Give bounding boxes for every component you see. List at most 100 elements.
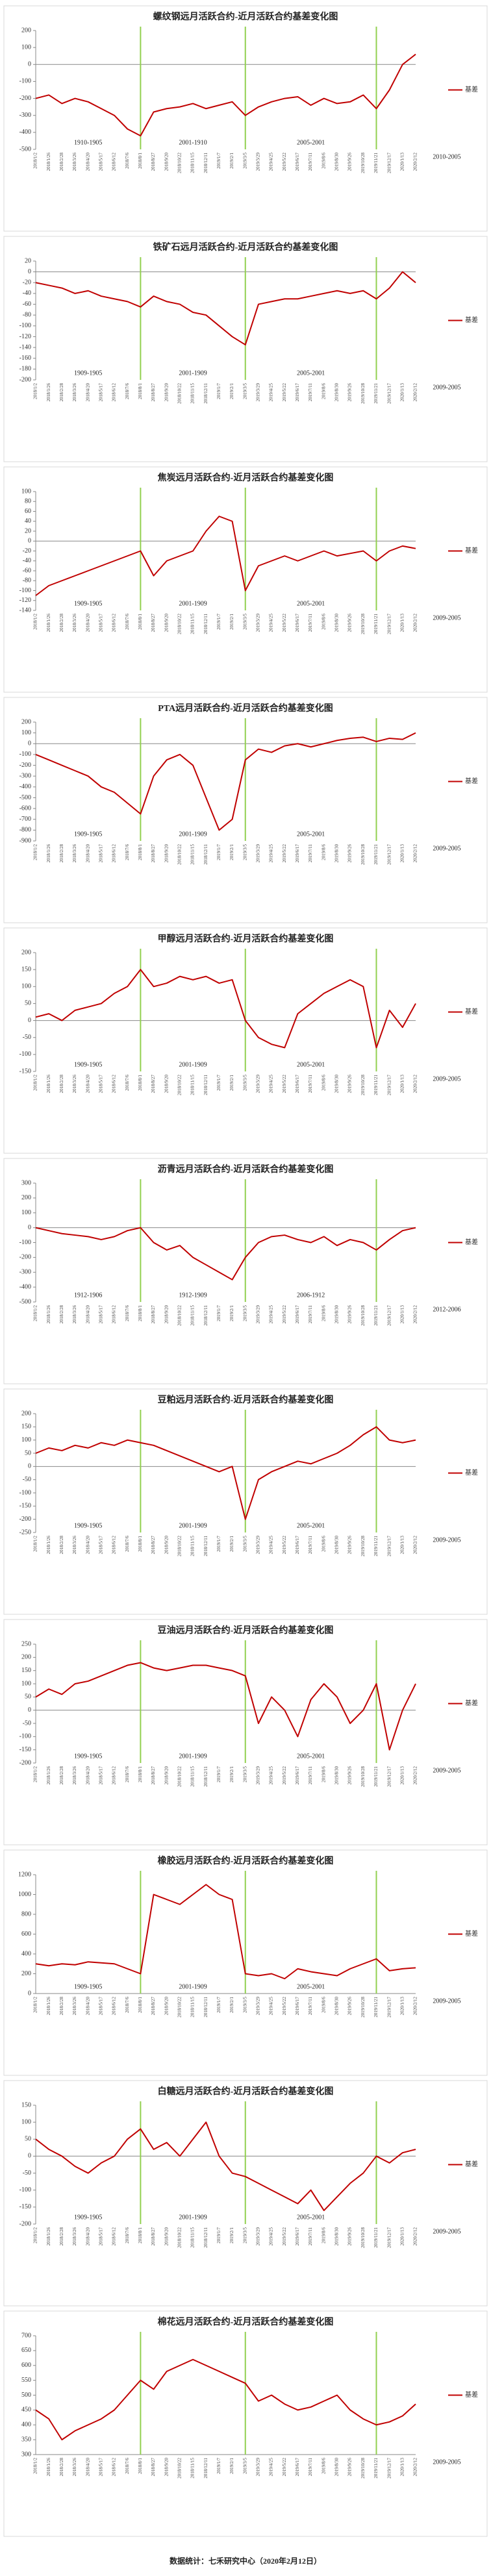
x-tick-label: 2019/8/6 [321,2227,326,2244]
x-tick-label: 2019/9/26 [347,2458,353,2477]
x-tick-label: 2018/7/6 [125,1075,130,1091]
y-tick-label: 400 [21,2421,31,2429]
x-tick-label: 2019/8/30 [334,614,340,632]
x-tick-label: 2018/9/20 [164,2458,169,2477]
x-tick-label: 2019/11/21 [373,1305,379,1326]
x-tick-label: 2019/8/30 [334,383,340,402]
x-tick-label: 2020/1/13 [399,383,405,402]
period-label: 2001-1909 [179,1753,207,1760]
period-label: 2001-1910 [179,139,207,146]
x-tick-label: 2018/9/20 [164,153,169,171]
x-tick-label: 2019/12/17 [386,153,392,173]
x-tick-label: 2020/1/13 [399,1997,405,2016]
y-tick-label: 200 [21,949,31,956]
x-tick-label: 2019/11/21 [373,1075,379,1095]
y-tick-label: -150 [19,1068,31,1075]
y-tick-label: 1200 [18,1871,31,1878]
period-label: 2001-1909 [179,2214,207,2221]
x-tick-label: 2018/8/27 [151,153,156,171]
x-tick-label: 2018/7/6 [125,1766,130,1782]
period-label: 1909-1905 [74,369,102,377]
period-label: 2005-2001 [297,2214,325,2221]
period-label: 1909-1905 [74,1522,102,1529]
x-tick-label: 2018/10/22 [177,1075,183,1095]
x-tick-label: 2018/8/1 [138,844,143,860]
x-tick-label: 2019/8/6 [321,844,326,860]
period-label: 2001-1909 [179,369,207,377]
y-tick-label: 350 [21,2436,31,2443]
x-tick-label: 2018/9/20 [164,614,169,632]
x-tick-label: 2018/4/20 [85,2227,90,2246]
y-tick-label: 500 [21,2392,31,2399]
x-tick-label: 2019/3/5 [242,2458,247,2474]
x-tick-label: 2019/1/7 [216,1766,221,1782]
x-tick-label: 2019/6/17 [295,1305,300,1324]
x-tick-label: 2018/5/17 [98,844,103,863]
period-label: 1912-1906 [74,1292,102,1299]
x-tick-label: 2018/11/15 [190,1997,195,2018]
x-tick-label: 2018/12/11 [203,383,208,404]
x-tick-label: 2019/9/26 [347,1075,353,1094]
data-line [35,53,416,137]
x-tick-label: 2019/11/21 [373,614,379,634]
y-tick-label: 650 [21,2347,31,2354]
x-tick-label: 2018/7/6 [125,614,130,630]
x-tick-label: 2018/4/20 [85,153,90,171]
x-tick-label: 2020/2/12 [413,1997,418,2016]
y-tick-label: -500 [19,794,31,801]
x-tick-label: 2019/9/26 [347,1997,353,2016]
x-tick-label: 2018/4/20 [85,1305,90,1324]
x-tick-label: 2019/7/11 [308,383,313,402]
data-line [35,271,416,345]
legend-label: 基差 [465,546,478,555]
legend-label: 基差 [465,1238,478,1246]
x-tick-label: 2019/9/26 [347,383,353,402]
y-tick-label: -300 [19,1269,31,1276]
x-tick-label: 2020/1/13 [399,2227,405,2246]
x-tick-label: 2018/5/17 [98,1305,103,1324]
x-tick-label: 2019/2/1 [229,383,234,399]
x-tick-label: 2019/10/28 [360,844,366,865]
x-tick-label: 2018/7/6 [125,1997,130,2013]
x-tick-label: 2019/2/1 [229,1766,234,1782]
x-tick-label: 2019/10/28 [360,1997,366,2018]
x-tick-label: 2018/12/11 [203,2227,208,2248]
x-tick-label: 2019/5/22 [282,153,287,171]
x-tick-label: 2019/6/17 [295,844,300,863]
x-tick-label: 2018/5/17 [98,153,103,171]
x-tick-label: 2019/1/7 [216,2227,221,2244]
x-tick-label: 2019/3/29 [256,844,261,863]
x-tick-label: 2019/2/1 [229,1997,234,2013]
x-tick-label: 2019/2/1 [229,153,234,169]
y-tick-label: 250 [21,1640,31,1647]
x-tick-label: 2019/3/5 [242,1766,247,1782]
x-tick-label: 2019/8/6 [321,1075,326,1091]
y-tick-label: 60 [25,508,31,515]
x-tick-label: 2019/10/28 [360,614,366,634]
legend-label: 基差 [465,1929,478,1938]
period-label: 2006-1912 [297,1292,325,1299]
y-tick-label: -100 [19,1051,31,1058]
legend-label: 基差 [465,1699,478,1707]
x-tick-label: 2019/3/5 [242,1305,247,1321]
x-tick-label: 2018/10/22 [177,2458,183,2479]
y-tick-label: -100 [19,2186,31,2194]
x-tick-label: 2020/1/13 [399,153,405,171]
x-tick-label: 2018/10/22 [177,1766,183,1787]
x-tick-label: 2018/4/20 [85,1997,90,2016]
x-tick-label: 2019/7/11 [308,1766,313,1785]
x-tick-label: 2018/8/1 [138,383,143,399]
x-tick-label: 2019/7/11 [308,2458,313,2477]
x-tick-label: 2018/12/11 [203,1536,208,1557]
x-tick-label: 2018/5/17 [98,383,103,402]
x-tick-label: 2019/12/17 [386,383,392,404]
y-tick-label: 450 [21,2407,31,2414]
period-label: 2009-2005 [433,2458,460,2466]
x-tick-label: 2019/11/21 [373,383,379,404]
y-tick-label: -200 [19,1254,31,1261]
y-tick-label: -200 [19,2220,31,2227]
period-label: 2001-1909 [179,831,207,838]
x-tick-label: 2019/4/25 [269,1997,274,2016]
x-tick-label: 2018/10/22 [177,844,183,865]
x-tick-label: 2018/10/22 [177,2227,183,2248]
